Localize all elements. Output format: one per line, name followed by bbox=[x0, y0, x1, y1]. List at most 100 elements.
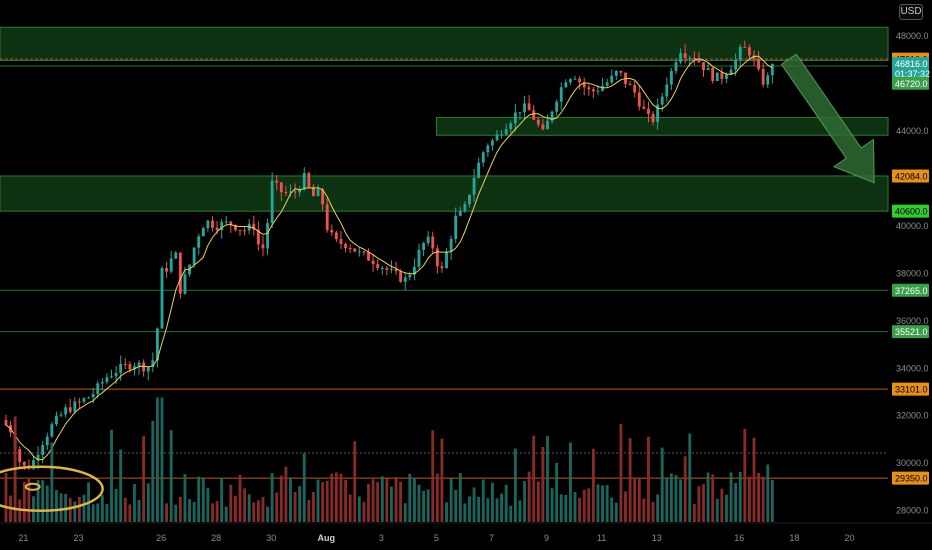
volume-bar bbox=[642, 498, 646, 522]
candle-body bbox=[688, 57, 692, 59]
candle-body bbox=[647, 108, 650, 114]
volume-bar bbox=[151, 420, 155, 522]
candle-body bbox=[367, 251, 370, 261]
volume-bar bbox=[504, 484, 508, 522]
volume-bar bbox=[32, 496, 35, 522]
candle-body bbox=[679, 53, 682, 63]
candle-body bbox=[440, 266, 444, 269]
candle-body bbox=[18, 449, 22, 462]
x-tick-label: 3 bbox=[379, 533, 384, 543]
volume-bar bbox=[183, 474, 187, 522]
candle-body bbox=[312, 186, 315, 197]
volume-bar bbox=[550, 488, 554, 522]
volume-bar bbox=[45, 485, 49, 522]
volume-bar bbox=[110, 429, 113, 522]
candle-body bbox=[761, 68, 765, 85]
volume-bar bbox=[472, 487, 476, 522]
volume-bar bbox=[344, 479, 347, 522]
candle-body bbox=[550, 111, 554, 121]
volume-bar bbox=[123, 497, 127, 522]
candle-body bbox=[619, 71, 623, 73]
volume-bar bbox=[206, 487, 210, 522]
y-tick-label: 40000.0 bbox=[896, 221, 929, 231]
volume-bar bbox=[486, 498, 490, 522]
candle-body bbox=[123, 363, 127, 365]
down-arrow-drawing bbox=[780, 53, 875, 184]
volume-bar bbox=[757, 472, 761, 522]
candle-body bbox=[435, 248, 439, 267]
candle-body bbox=[472, 177, 476, 195]
candle-body bbox=[605, 82, 609, 86]
candle-body bbox=[591, 89, 595, 92]
volume-bar bbox=[440, 438, 444, 522]
candle-body bbox=[390, 268, 393, 270]
volume-bar bbox=[477, 496, 481, 522]
x-tick-label: 11 bbox=[597, 533, 606, 543]
candle-body bbox=[422, 243, 426, 250]
volume-bar bbox=[284, 466, 288, 522]
candle-body bbox=[238, 230, 242, 232]
volume-bar bbox=[275, 492, 279, 522]
volume-bar bbox=[582, 489, 586, 522]
volume-bar bbox=[770, 479, 774, 522]
candle-body bbox=[720, 72, 724, 79]
candle-body bbox=[4, 419, 8, 426]
volume-bar bbox=[546, 435, 549, 522]
candle-body bbox=[715, 72, 719, 81]
candle-body bbox=[160, 268, 164, 329]
candle-body bbox=[234, 224, 237, 231]
price-level-tag bbox=[892, 283, 929, 297]
volume-bar bbox=[22, 481, 26, 522]
volume-bar bbox=[77, 496, 81, 522]
volume-bar bbox=[385, 478, 389, 522]
candle-body bbox=[509, 123, 513, 130]
volume-bar bbox=[376, 482, 380, 522]
volume-bar bbox=[27, 477, 31, 522]
currency-badge[interactable]: USD bbox=[899, 4, 923, 20]
candle-body bbox=[353, 248, 357, 252]
volume-bar bbox=[541, 446, 545, 522]
volume-bar bbox=[536, 481, 540, 522]
volume-bar bbox=[490, 482, 494, 522]
volume-bar bbox=[165, 503, 169, 522]
candle-body bbox=[224, 221, 228, 223]
candle-body bbox=[174, 252, 178, 259]
volume-bar bbox=[518, 500, 522, 522]
volume-bar bbox=[752, 437, 756, 522]
candle-body bbox=[100, 382, 104, 384]
volume-bar bbox=[316, 479, 320, 522]
volume-bar bbox=[412, 477, 416, 522]
candle-body bbox=[614, 71, 618, 76]
x-tick-label: 28 bbox=[211, 533, 221, 543]
candle-body bbox=[339, 239, 343, 244]
candle-body bbox=[738, 46, 742, 60]
y-tick-label: 48000.0 bbox=[896, 31, 929, 41]
volume-bar bbox=[688, 433, 692, 522]
volume-bar bbox=[96, 503, 100, 522]
candle-body bbox=[747, 47, 751, 56]
volume-bar bbox=[605, 485, 609, 522]
volume-bar bbox=[624, 491, 627, 522]
volume-bar bbox=[578, 497, 582, 522]
volume-bar bbox=[431, 430, 435, 522]
volume-bar bbox=[674, 475, 678, 522]
candle-body bbox=[541, 124, 545, 130]
price-axis-panel bbox=[891, 0, 932, 550]
volume-bar bbox=[68, 498, 72, 522]
price-level-tag bbox=[892, 471, 929, 485]
volume-bar bbox=[390, 486, 393, 522]
candle-body bbox=[394, 268, 398, 272]
candle-body bbox=[36, 454, 40, 461]
candle-body bbox=[399, 271, 403, 282]
price-level-label: 37265.0 bbox=[895, 286, 928, 296]
volume-bar bbox=[683, 456, 687, 522]
price-level-tag bbox=[892, 325, 929, 339]
candle-body bbox=[412, 266, 416, 275]
volume-bar bbox=[178, 496, 182, 522]
volume-bar bbox=[656, 494, 660, 522]
volume-bar bbox=[747, 476, 751, 522]
volume-bar bbox=[339, 473, 343, 522]
volume-bar bbox=[394, 476, 398, 522]
volume-bar bbox=[610, 497, 614, 522]
